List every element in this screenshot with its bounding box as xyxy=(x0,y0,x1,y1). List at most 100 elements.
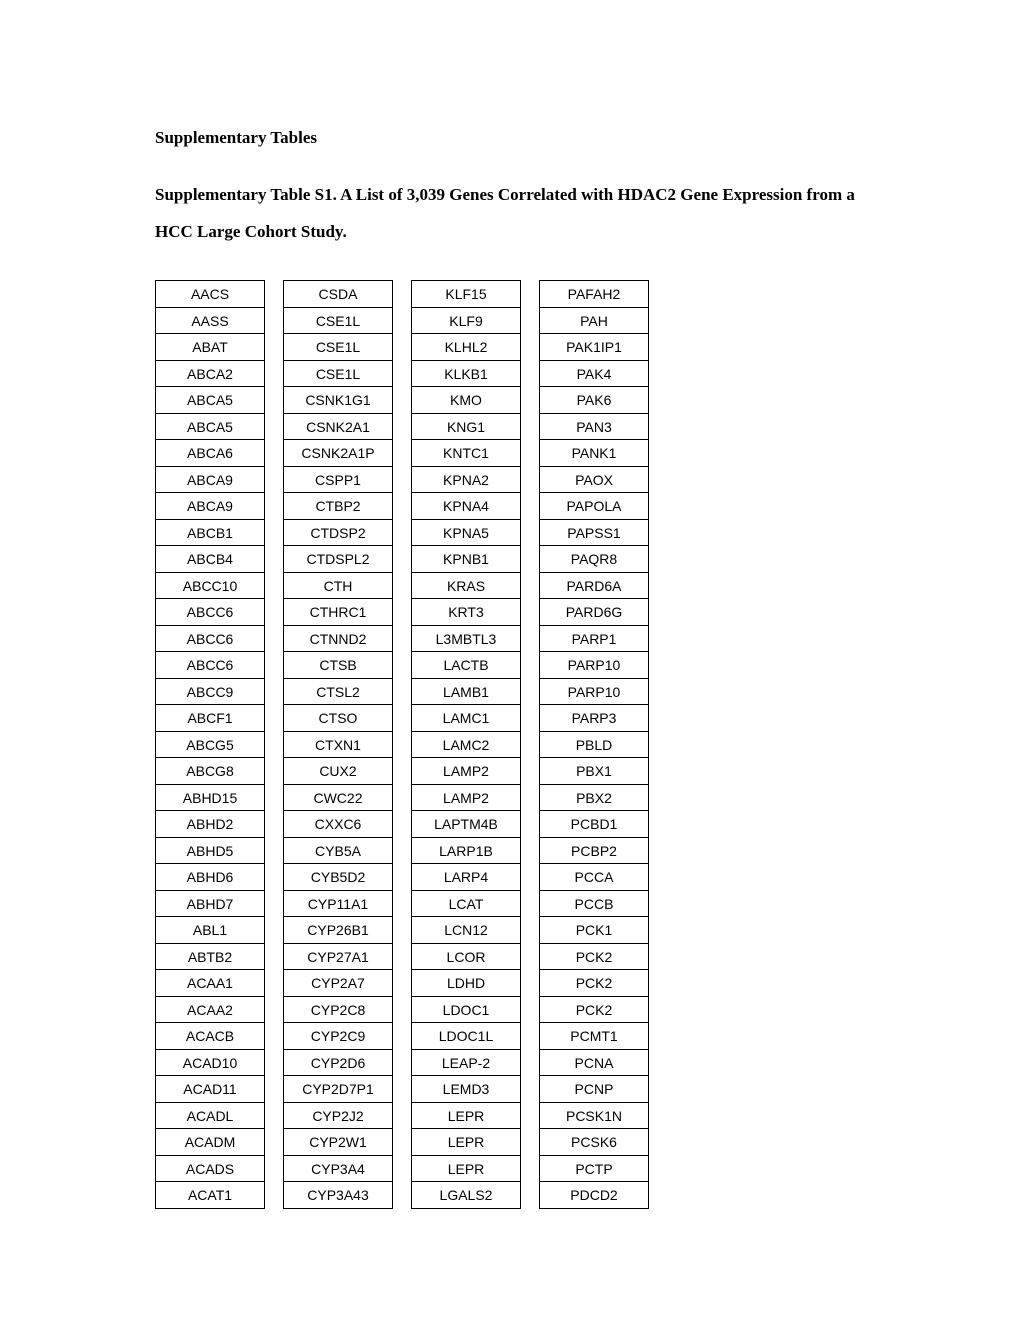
table-row: CSPP1 xyxy=(284,466,393,493)
gene-cell: CTHRC1 xyxy=(284,599,393,626)
gene-column-4: PAFAH2PAHPAK1IP1PAK4PAK6PAN3PANK1PAOXPAP… xyxy=(539,280,649,1209)
table-row: LDHD xyxy=(412,970,521,997)
gene-cell: PBX2 xyxy=(540,784,649,811)
table-row: L3MBTL3 xyxy=(412,625,521,652)
gene-cell: CSNK1G1 xyxy=(284,387,393,414)
gene-cell: KRAS xyxy=(412,572,521,599)
table-row: PAPOLA xyxy=(540,493,649,520)
table-row: KLF9 xyxy=(412,307,521,334)
gene-cell: KNG1 xyxy=(412,413,521,440)
gene-cell: AACS xyxy=(156,281,265,308)
table-row: LCAT xyxy=(412,890,521,917)
table-row: PCK2 xyxy=(540,970,649,997)
table-row: PAQR8 xyxy=(540,546,649,573)
gene-cell: PCCB xyxy=(540,890,649,917)
table-row: CYP3A4 xyxy=(284,1155,393,1182)
gene-cell: LDOC1L xyxy=(412,1023,521,1050)
table-row: ABHD2 xyxy=(156,811,265,838)
gene-cell: LAMP2 xyxy=(412,758,521,785)
gene-cell: PCK1 xyxy=(540,917,649,944)
table-row: KLF15 xyxy=(412,281,521,308)
table-row: LGALS2 xyxy=(412,1182,521,1209)
gene-cell: PBX1 xyxy=(540,758,649,785)
table-row: ABCA9 xyxy=(156,493,265,520)
table-row: PCTP xyxy=(540,1155,649,1182)
gene-cell: LAPTM4B xyxy=(412,811,521,838)
table-row: LCN12 xyxy=(412,917,521,944)
table-row: PBLD xyxy=(540,731,649,758)
table-row: CXXC6 xyxy=(284,811,393,838)
gene-cell: PCK2 xyxy=(540,996,649,1023)
table-row: ABCC9 xyxy=(156,678,265,705)
gene-cell: CXXC6 xyxy=(284,811,393,838)
table-row: ABHD5 xyxy=(156,837,265,864)
table-caption: Supplementary Table S1. A List of 3,039 … xyxy=(155,176,865,251)
gene-cell: CTSO xyxy=(284,705,393,732)
table-row: PAN3 xyxy=(540,413,649,440)
table-row: PARP10 xyxy=(540,652,649,679)
gene-column-1: AACSAASSABATABCA2ABCA5ABCA5ABCA6ABCA9ABC… xyxy=(155,280,265,1209)
page-container: Supplementary Tables Supplementary Table… xyxy=(0,0,1020,1209)
table-row: ABAT xyxy=(156,334,265,361)
table-row: CYB5A xyxy=(284,837,393,864)
table-row: LAPTM4B xyxy=(412,811,521,838)
gene-cell: CTNND2 xyxy=(284,625,393,652)
gene-cell: CSE1L xyxy=(284,307,393,334)
table-row: LAMP2 xyxy=(412,784,521,811)
gene-cell: CYB5A xyxy=(284,837,393,864)
gene-cell: KRT3 xyxy=(412,599,521,626)
gene-cell: KLF15 xyxy=(412,281,521,308)
table-row: PARP10 xyxy=(540,678,649,705)
gene-cell: KPNA2 xyxy=(412,466,521,493)
gene-cell: PAFAH2 xyxy=(540,281,649,308)
table-row: CYP2C8 xyxy=(284,996,393,1023)
gene-cell: ABHD2 xyxy=(156,811,265,838)
gene-cell: PCMT1 xyxy=(540,1023,649,1050)
gene-column-3: KLF15KLF9KLHL2KLKB1KMOKNG1KNTC1KPNA2KPNA… xyxy=(411,280,521,1209)
table-row: LEMD3 xyxy=(412,1076,521,1103)
gene-cell: PAK6 xyxy=(540,387,649,414)
gene-cell: PAPSS1 xyxy=(540,519,649,546)
table-row: ABCB4 xyxy=(156,546,265,573)
table-row: PAH xyxy=(540,307,649,334)
gene-cell: ABCC6 xyxy=(156,652,265,679)
gene-cell: ABCB1 xyxy=(156,519,265,546)
gene-cell: PCK2 xyxy=(540,943,649,970)
table-row: CTBP2 xyxy=(284,493,393,520)
table-row: ACAD11 xyxy=(156,1076,265,1103)
table-row: ABCF1 xyxy=(156,705,265,732)
gene-cell: ABCC10 xyxy=(156,572,265,599)
table-row: PCSK1N xyxy=(540,1102,649,1129)
gene-cell: ABHD5 xyxy=(156,837,265,864)
table-row: CYP2J2 xyxy=(284,1102,393,1129)
table-row: ABHD7 xyxy=(156,890,265,917)
table-row: ABCC6 xyxy=(156,599,265,626)
table-row: PBX2 xyxy=(540,784,649,811)
table-row: ACAA1 xyxy=(156,970,265,997)
gene-cell: CSPP1 xyxy=(284,466,393,493)
gene-cell: CTDSPL2 xyxy=(284,546,393,573)
gene-cell: LEPR xyxy=(412,1129,521,1156)
table-row: CUX2 xyxy=(284,758,393,785)
gene-cell: PCTP xyxy=(540,1155,649,1182)
gene-cell: CYP2J2 xyxy=(284,1102,393,1129)
table-row: ABCA5 xyxy=(156,413,265,440)
section-heading: Supplementary Tables xyxy=(155,120,865,156)
table-row: ABCA9 xyxy=(156,466,265,493)
gene-cell: LAMB1 xyxy=(412,678,521,705)
gene-cell: LAMC2 xyxy=(412,731,521,758)
table-row: ABHD15 xyxy=(156,784,265,811)
gene-cell: LEMD3 xyxy=(412,1076,521,1103)
table-row: PARP3 xyxy=(540,705,649,732)
table-row: PARP1 xyxy=(540,625,649,652)
gene-cell: CWC22 xyxy=(284,784,393,811)
table-row: LARP1B xyxy=(412,837,521,864)
table-row: CYP27A1 xyxy=(284,943,393,970)
table-row: PCSK6 xyxy=(540,1129,649,1156)
table-row: CTXN1 xyxy=(284,731,393,758)
table-row: LCOR xyxy=(412,943,521,970)
table-row: LAMC1 xyxy=(412,705,521,732)
table-row: LDOC1L xyxy=(412,1023,521,1050)
table-row: KPNA5 xyxy=(412,519,521,546)
table-row: PARD6G xyxy=(540,599,649,626)
